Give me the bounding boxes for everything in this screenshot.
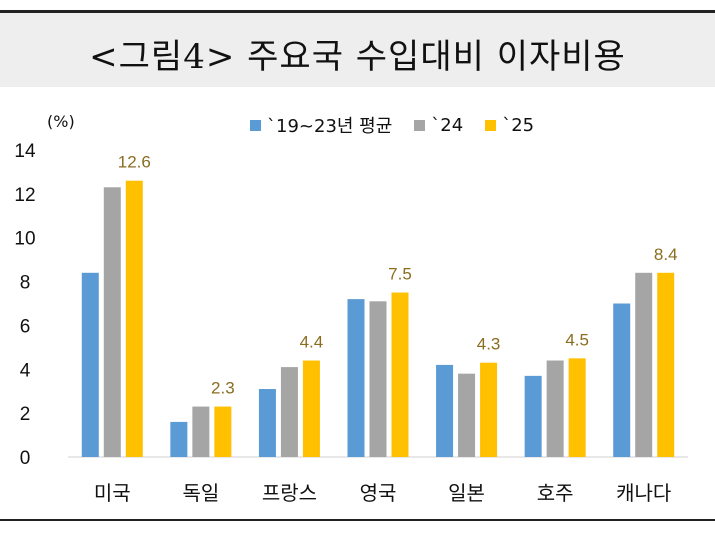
- y-tick-label: 2: [20, 404, 31, 425]
- legend-label-avg: `19~23년 평균: [267, 116, 393, 137]
- x-category-label: 프랑스: [262, 481, 317, 505]
- legend-swatch-24: [414, 119, 426, 131]
- x-category-label: 독일: [182, 481, 219, 505]
- y-tick-label: 0: [20, 448, 31, 469]
- data-label: 4.5: [565, 330, 589, 349]
- bar: [280, 367, 298, 457]
- y-tick-label: 12: [14, 185, 35, 206]
- bar: [613, 303, 631, 457]
- legend-item-25: `25: [485, 115, 534, 136]
- bar: [103, 187, 121, 457]
- bar: [170, 421, 188, 457]
- data-label: 7.5: [388, 265, 412, 284]
- bar: [125, 180, 143, 457]
- legend-swatch-avg: [250, 119, 261, 131]
- bar: [568, 358, 586, 457]
- legend-swatch-25: [485, 119, 497, 131]
- bar: [81, 272, 99, 457]
- x-category-label: 호주: [537, 481, 574, 505]
- x-category-label: 미국: [94, 481, 131, 505]
- y-tick-label: 10: [14, 229, 35, 250]
- legend-label-25: `25: [502, 114, 535, 136]
- data-label: 4.4: [300, 333, 324, 352]
- bar: [657, 272, 675, 457]
- legend: `19~23년 평균 `24 `25: [250, 112, 556, 138]
- legend-item-avg: `19~23년 평균: [250, 112, 392, 138]
- bar: [524, 375, 542, 457]
- y-tick-label: 14: [14, 141, 36, 162]
- bar: [436, 364, 454, 457]
- bar: [635, 272, 653, 457]
- x-category-label: 일본: [448, 481, 485, 505]
- frame-top-border: [0, 10, 715, 13]
- x-category-label: 영국: [360, 481, 397, 505]
- bar: [258, 389, 276, 457]
- x-category-label: 캐나다: [616, 481, 671, 505]
- bar: [546, 360, 564, 457]
- chart-title: <그림4> 주요국 수입대비 이자비용: [89, 37, 626, 77]
- bar: [369, 301, 387, 457]
- y-tick-label: 4: [20, 360, 31, 381]
- data-label: 12.6: [118, 153, 151, 172]
- bar: [192, 406, 210, 457]
- title-bar: [0, 13, 715, 87]
- bar: [214, 406, 232, 457]
- bar: [302, 360, 320, 457]
- bar: [458, 373, 476, 457]
- data-label: 8.4: [654, 245, 678, 264]
- legend-item-24: `24: [414, 115, 463, 136]
- legend-label-24: `24: [431, 114, 464, 136]
- data-label: 4.3: [477, 335, 501, 354]
- bar: [347, 299, 365, 457]
- y-tick-label: 6: [20, 316, 31, 337]
- y-axis-unit-label: (%): [47, 112, 75, 131]
- data-label: 2.3: [211, 379, 235, 398]
- bar: [391, 292, 409, 457]
- bar: [480, 362, 498, 457]
- y-tick-label: 8: [20, 273, 31, 294]
- frame-bottom-border: [0, 519, 715, 521]
